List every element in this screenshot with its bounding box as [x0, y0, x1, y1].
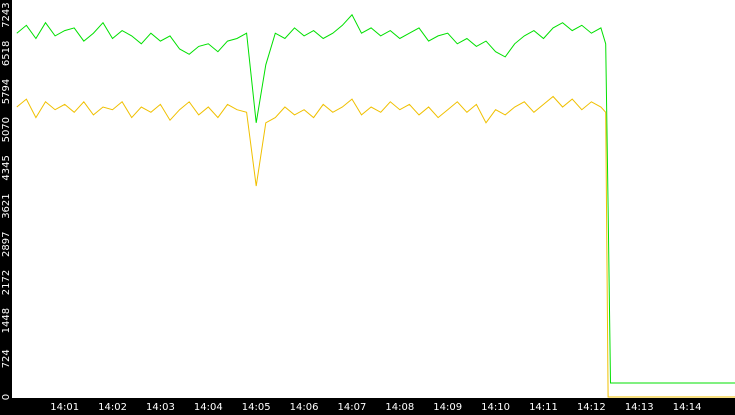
- x-axis-strip: [0, 398, 735, 415]
- y-tick-label: 0: [1, 394, 12, 400]
- x-tick-label: 14:08: [385, 402, 414, 413]
- x-tick-label: 14:03: [146, 402, 175, 413]
- y-tick-label: 2897: [1, 232, 12, 257]
- y-axis-strip: [0, 0, 12, 415]
- y-tick-label: 7243: [1, 2, 12, 27]
- x-tick-label: 14:12: [577, 402, 606, 413]
- y-tick-label: 5070: [1, 117, 12, 142]
- x-tick-label: 14:14: [673, 402, 702, 413]
- y-tick-label: 4345: [1, 155, 12, 180]
- y-tick-label: 6518: [1, 41, 12, 66]
- x-tick-label: 14:04: [194, 402, 223, 413]
- x-tick-label: 14:01: [50, 402, 79, 413]
- y-tick-label: 3621: [1, 193, 12, 218]
- y-tick-label: 724: [1, 349, 12, 368]
- series-line: [16, 13, 735, 384]
- y-tick-label: 1448: [1, 308, 12, 333]
- x-tick-label: 14:07: [338, 402, 367, 413]
- series-line: [16, 95, 735, 398]
- x-tick-label: 14:02: [98, 402, 127, 413]
- x-tick-label: 14:05: [242, 402, 271, 413]
- x-tick-label: 14:09: [433, 402, 462, 413]
- y-tick-label: 5794: [1, 79, 12, 104]
- x-tick-label: 14:13: [625, 402, 654, 413]
- x-tick-label: 14:11: [529, 402, 558, 413]
- y-tick-label: 2172: [1, 270, 12, 295]
- x-tick-label: 14:10: [481, 402, 510, 413]
- x-tick-label: 14:06: [290, 402, 319, 413]
